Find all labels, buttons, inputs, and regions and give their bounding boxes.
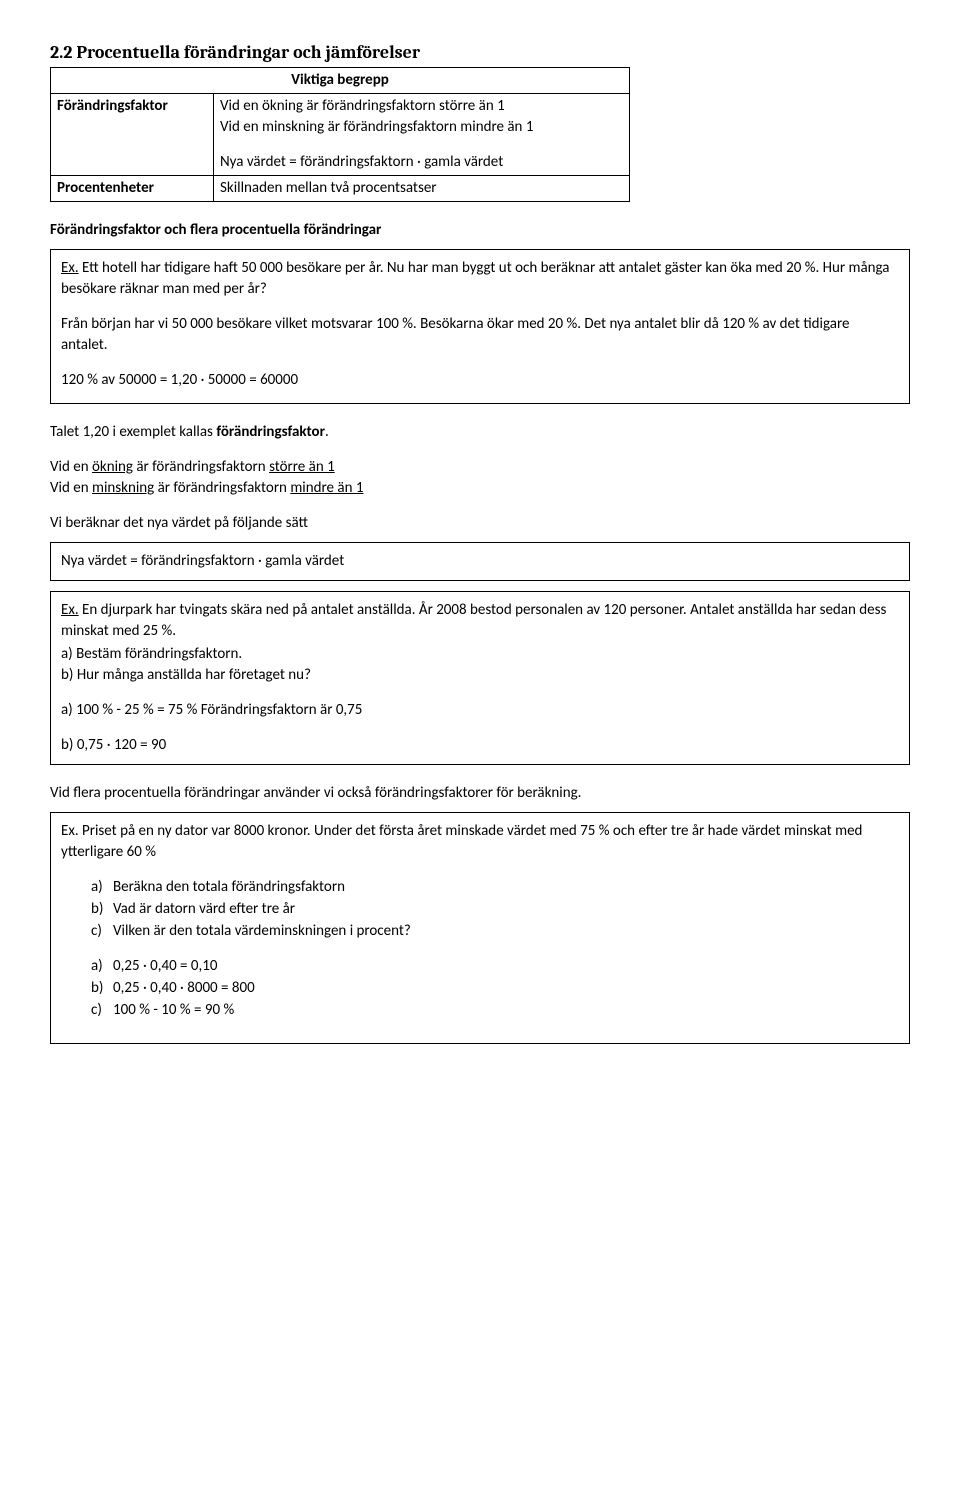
- ex-label: Ex.: [61, 601, 79, 619]
- subheading: Förändringsfaktor och flera procentuella…: [50, 220, 910, 241]
- question-a: a) Bestäm förändringsfaktorn.: [61, 644, 899, 665]
- example-text: Ex. En djurpark har tvingats skära ned p…: [61, 600, 899, 642]
- def-procentenheter: Skillnaden mellan två procentsatser: [214, 176, 630, 202]
- list-item: c)100 % - 10 % = 90 %: [91, 1000, 899, 1021]
- body-text: Talet 1,20 i exemplet kallas förändrings…: [50, 422, 910, 443]
- answer-a: a) 100 % - 25 % = 75 % Förändringsfaktor…: [61, 700, 899, 721]
- text-underline: ökning: [92, 458, 133, 476]
- text: Vid en: [50, 479, 92, 497]
- example-text: Från början har vi 50 000 besökare vilke…: [61, 314, 899, 356]
- ex-label: Ex.: [61, 259, 79, 277]
- marker: c): [91, 1000, 113, 1021]
- def-forandringsfaktor: Vid en ökning är förändringsfaktorn stör…: [214, 94, 630, 176]
- text: är förändringsfaktorn: [154, 479, 290, 497]
- marker: a): [91, 956, 113, 977]
- formula-text: Nya värdet = förändringsfaktorn · gamla …: [61, 552, 344, 570]
- a-text: 100 % - 10 % = 90 %: [113, 1001, 234, 1019]
- example-box-3: Ex. Priset på en ny dator var 8000 krono…: [50, 812, 910, 1044]
- list-item: b)Vad är datorn värd efter tre år: [91, 899, 899, 920]
- example-box-2: Ex. En djurpark har tvingats skära ned p…: [50, 591, 910, 765]
- text-underline: mindre än 1: [290, 479, 363, 497]
- list-item: b)0,25 · 0,40 · 8000 = 800: [91, 978, 899, 999]
- text: är förändringsfaktorn: [133, 458, 269, 476]
- question-list: a)Beräkna den totala förändringsfaktorn …: [61, 877, 899, 942]
- answer-b: b) 0,75 · 120 = 90: [61, 735, 899, 756]
- section-heading: 2.2 Procentuella förändringar och jämför…: [50, 40, 910, 65]
- text-underline: större än 1: [269, 458, 335, 476]
- list-item: a)Beräkna den totala förändringsfaktorn: [91, 877, 899, 898]
- ex-body: Ett hotell har tidigare haft 50 000 besö…: [61, 259, 890, 298]
- example-box-1: Ex. Ett hotell har tidigare haft 50 000 …: [50, 249, 910, 404]
- body-text: Vi beräknar det nya värdet på följande s…: [50, 513, 910, 534]
- formula-box: Nya värdet = förändringsfaktorn · gamla …: [50, 542, 910, 581]
- term-procentenheter: Procentenheter: [51, 176, 214, 202]
- a-text: 0,25 · 0,40 · 8000 = 800: [113, 979, 255, 997]
- def-line: Vid en minskning är förändringsfaktorn m…: [220, 117, 623, 138]
- text: Talet 1,20 i exemplet kallas: [50, 423, 216, 441]
- definitions-table: Viktiga begrepp Förändringsfaktor Vid en…: [50, 67, 630, 202]
- q-text: Beräkna den totala förändringsfaktorn: [113, 878, 345, 896]
- example-text: Ex. Ett hotell har tidigare haft 50 000 …: [61, 258, 899, 300]
- marker: b): [91, 978, 113, 999]
- marker: c): [91, 921, 113, 942]
- term-forandringsfaktor: Förändringsfaktor: [51, 94, 214, 176]
- example-text: Ex. Priset på en ny dator var 8000 krono…: [61, 821, 899, 863]
- question-b: b) Hur många anställda har företaget nu?: [61, 665, 899, 686]
- answer-list: a)0,25 · 0,40 = 0,10 b)0,25 · 0,40 · 800…: [61, 956, 899, 1021]
- table-caption: Viktiga begrepp: [51, 68, 630, 94]
- body-text: Vid flera procentuella förändringar anvä…: [50, 783, 910, 804]
- list-item: c)Vilken är den totala värdeminskningen …: [91, 921, 899, 942]
- marker: a): [91, 877, 113, 898]
- a-text: 0,25 · 0,40 = 0,10: [113, 957, 217, 975]
- def-line: Nya värdet = förändringsfaktorn · gamla …: [220, 152, 623, 173]
- example-calc: 120 % av 50000 = 1,20 · 50000 = 60000: [61, 370, 899, 391]
- marker: b): [91, 899, 113, 920]
- text: Vid en: [50, 458, 92, 476]
- list-item: a)0,25 · 0,40 = 0,10: [91, 956, 899, 977]
- def-line: Vid en ökning är förändringsfaktorn stör…: [220, 96, 623, 117]
- rule-okning: Vid en ökning är förändringsfaktorn stör…: [50, 457, 910, 478]
- text-underline: minskning: [92, 479, 154, 497]
- ex-body: En djurpark har tvingats skära ned på an…: [61, 601, 886, 640]
- q-text: Vad är datorn värd efter tre år: [113, 900, 295, 918]
- q-text: Vilken är den totala värdeminskningen i …: [113, 922, 411, 940]
- rule-minskning: Vid en minskning är förändringsfaktorn m…: [50, 478, 910, 499]
- term-bold: förändringsfaktor: [216, 423, 325, 441]
